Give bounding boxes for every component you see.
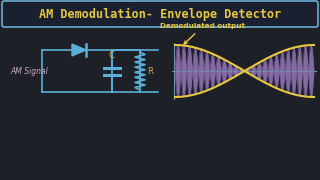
Text: C: C xyxy=(108,51,114,60)
Text: R: R xyxy=(147,66,153,75)
Polygon shape xyxy=(72,44,86,56)
Text: Demodulated output: Demodulated output xyxy=(161,23,245,44)
Text: AM Signal: AM Signal xyxy=(10,66,48,75)
Text: AM Demodulation- Envelope Detector: AM Demodulation- Envelope Detector xyxy=(39,7,281,21)
FancyBboxPatch shape xyxy=(2,1,318,27)
